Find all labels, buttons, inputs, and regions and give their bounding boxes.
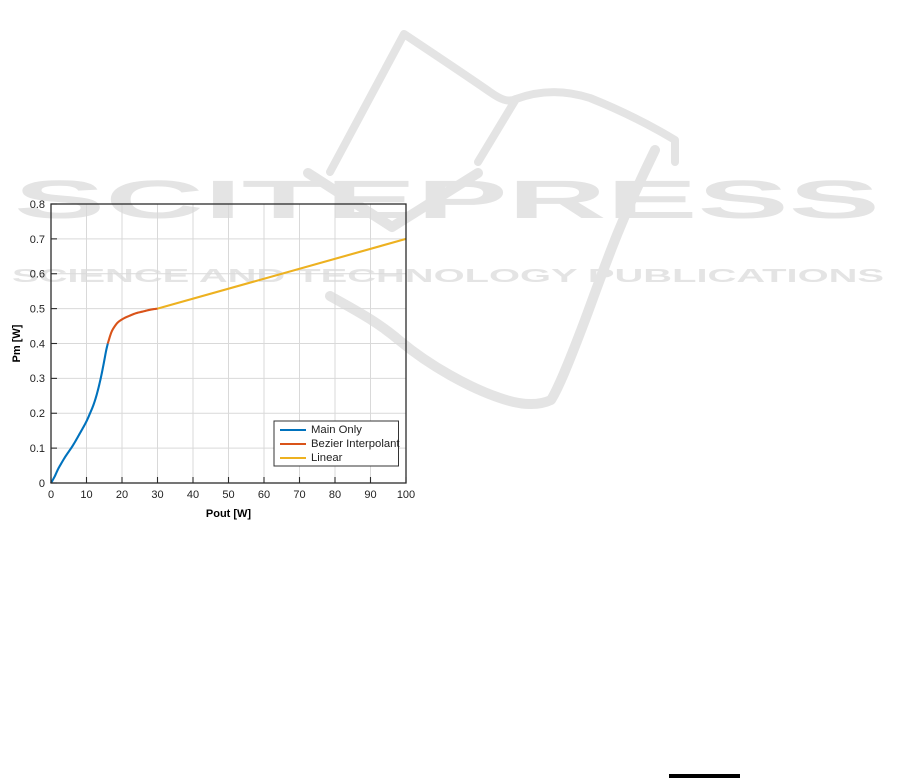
svg-text:20: 20 xyxy=(116,489,128,501)
svg-text:80: 80 xyxy=(329,489,341,501)
svg-text:0.7: 0.7 xyxy=(30,234,45,246)
svg-text:0: 0 xyxy=(48,489,54,501)
svg-text:50: 50 xyxy=(222,489,234,501)
svg-text:0.5: 0.5 xyxy=(30,304,45,316)
svg-text:Bezier Interpolant: Bezier Interpolant xyxy=(311,438,400,450)
svg-text:Pm [W]: Pm [W] xyxy=(11,324,23,362)
svg-text:100: 100 xyxy=(397,489,415,501)
svg-text:0.1: 0.1 xyxy=(30,443,45,455)
svg-text:90: 90 xyxy=(364,489,376,501)
svg-text:10: 10 xyxy=(80,489,92,501)
svg-text:0.8: 0.8 xyxy=(30,199,45,211)
svg-text:0.2: 0.2 xyxy=(30,408,45,420)
svg-text:40: 40 xyxy=(187,489,199,501)
svg-text:30: 30 xyxy=(151,489,163,501)
svg-text:70: 70 xyxy=(293,489,305,501)
svg-text:60: 60 xyxy=(258,489,270,501)
svg-text:0.3: 0.3 xyxy=(30,373,45,385)
svg-text:0: 0 xyxy=(39,478,45,490)
svg-text:Main Only: Main Only xyxy=(311,424,362,436)
svg-text:0.4: 0.4 xyxy=(30,339,45,351)
svg-text:Pout [W]: Pout [W] xyxy=(206,508,252,520)
svg-text:0.6: 0.6 xyxy=(30,269,45,281)
svg-text:Linear: Linear xyxy=(311,452,343,464)
